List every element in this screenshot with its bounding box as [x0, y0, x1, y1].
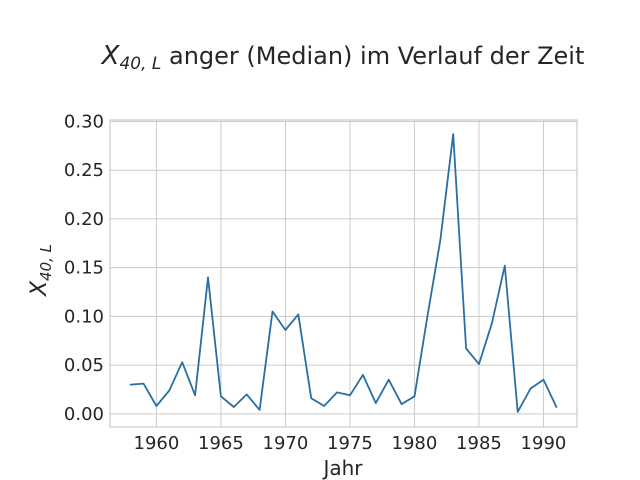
grid-lines	[110, 120, 577, 427]
series-line	[129, 133, 558, 413]
x-tick-label: 1980	[392, 433, 438, 454]
plot-frame	[109, 119, 578, 428]
y-tick-label: 0.30	[64, 111, 104, 132]
x-tick-label: 1960	[134, 433, 180, 454]
chart-title-variable: X	[100, 41, 121, 71]
chart-title: X40, L anger (Median) im Verlauf der Zei…	[100, 41, 585, 74]
y-axis-label-subscript: 40, L	[37, 244, 55, 281]
y-tick-label: 0.00	[64, 404, 104, 425]
y-tick-label: 0.25	[64, 160, 104, 181]
x-axis-label: Jahr	[321, 456, 363, 480]
y-tick-labels: 0.00 0.05 0.10 0.15 0.20 0.25 0.30	[64, 111, 104, 424]
x-tick-label: 1990	[521, 433, 567, 454]
chart-title-text: anger (Median) im Verlauf der Zeit	[161, 42, 584, 70]
x-tick-label: 1965	[198, 433, 244, 454]
y-tick-label: 0.20	[64, 209, 104, 230]
y-tick-label: 0.05	[64, 355, 104, 376]
y-tick-label: 0.15	[64, 258, 104, 279]
y-axis-label-variable: X	[27, 280, 52, 297]
x-tick-label: 1970	[263, 433, 309, 454]
chart-title-subscript: 40, L	[119, 54, 161, 74]
y-tick-label: 0.10	[64, 306, 104, 327]
y-axis-label: X40, L	[27, 244, 55, 297]
x-tick-label: 1985	[456, 433, 502, 454]
x-tick-label: 1975	[327, 433, 373, 454]
x-tick-labels: 1960 1965 1970 1975 1980 1985 1990	[134, 433, 567, 454]
